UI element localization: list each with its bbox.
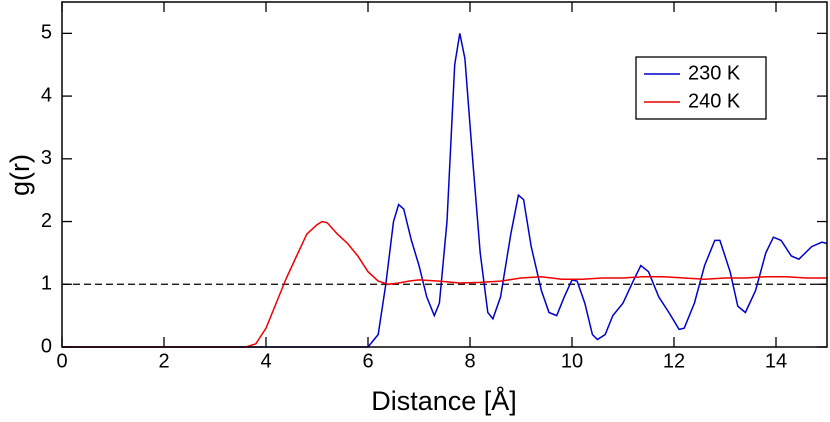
y-axis-label: g(r): [5, 154, 35, 196]
y-tick-label: 0: [41, 335, 52, 357]
y-tick-label: 3: [41, 147, 52, 169]
x-tick-label: 2: [158, 350, 169, 372]
y-tick-label: 5: [41, 22, 52, 44]
x-tick-label: 8: [464, 350, 475, 372]
x-tick-label: 14: [765, 350, 787, 372]
line-series: [62, 33, 828, 348]
legend-label: 230 K: [688, 62, 741, 84]
y-tick-label: 1: [41, 273, 52, 295]
plot-frame: [61, 1, 828, 348]
y-tick-label: 2: [41, 210, 52, 232]
legend-box: [635, 56, 767, 120]
x-tick-label: 12: [663, 350, 685, 372]
x-tick-label: 0: [56, 350, 67, 372]
line-series: [62, 220, 827, 348]
y-tick-label: 4: [41, 84, 52, 106]
x-tick-label: 4: [260, 350, 271, 372]
x-tick-label: 10: [561, 350, 583, 372]
x-axis-label: Distance [Å]: [371, 385, 517, 416]
legend-label: 240 K: [688, 90, 741, 112]
x-tick-label: 6: [362, 350, 373, 372]
